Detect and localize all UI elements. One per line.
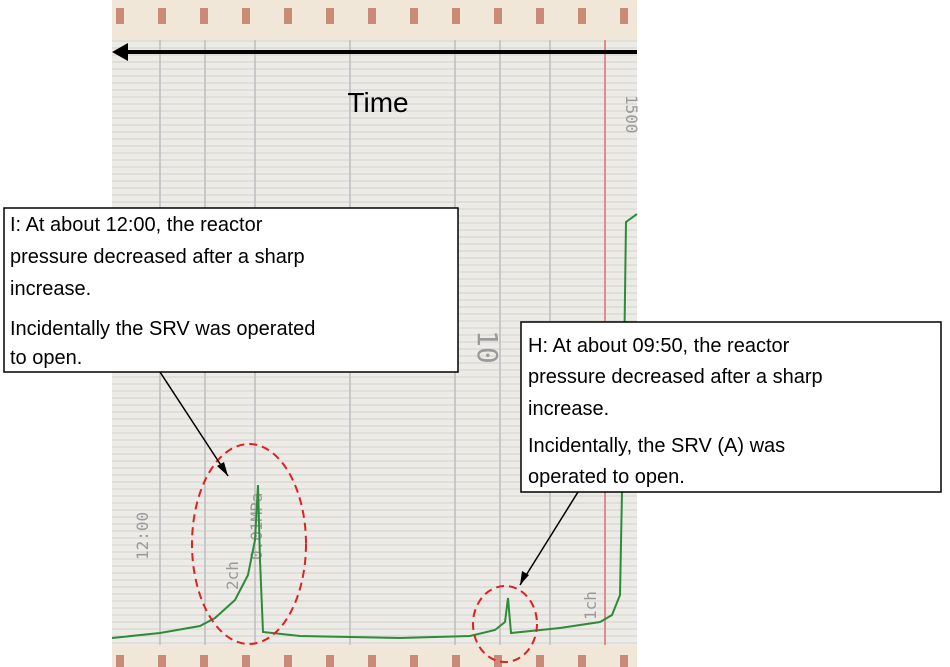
callout-line: pressure decreased after a sharp [528,366,823,388]
callout-line: increase. [528,398,609,420]
highlight-ellipse [191,443,307,645]
callout-line: Incidentally the SRV was operated [10,318,315,340]
callout-line: pressure decreased after a sharp [10,246,305,268]
callout-line: increase. [10,278,91,300]
paper-label: 12:00 [133,512,152,560]
callout: I: At about 12:00, the reactor pressure … [3,207,459,477]
callout: H: At about 09:50, the reactor pressure … [519,321,942,586]
paper-label: 1500 [622,95,641,134]
pressure-trace [111,213,638,640]
callout-line: H: At about 09:50, the reactor [528,335,790,357]
paper-label: 10 [471,330,504,364]
highlight-ellipse [472,585,538,663]
callout-line: operated to open. [528,466,685,488]
callout-line: to open. [10,347,82,369]
paper-label: 1ch [581,591,600,620]
time-label: Time [347,87,408,118]
paper-label: 2ch [223,561,242,590]
callout-line: Incidentally, the SRV (A) was [528,435,785,457]
time-arrow [112,43,637,61]
callout-line: I: At about 12:00, the reactor [10,214,263,236]
